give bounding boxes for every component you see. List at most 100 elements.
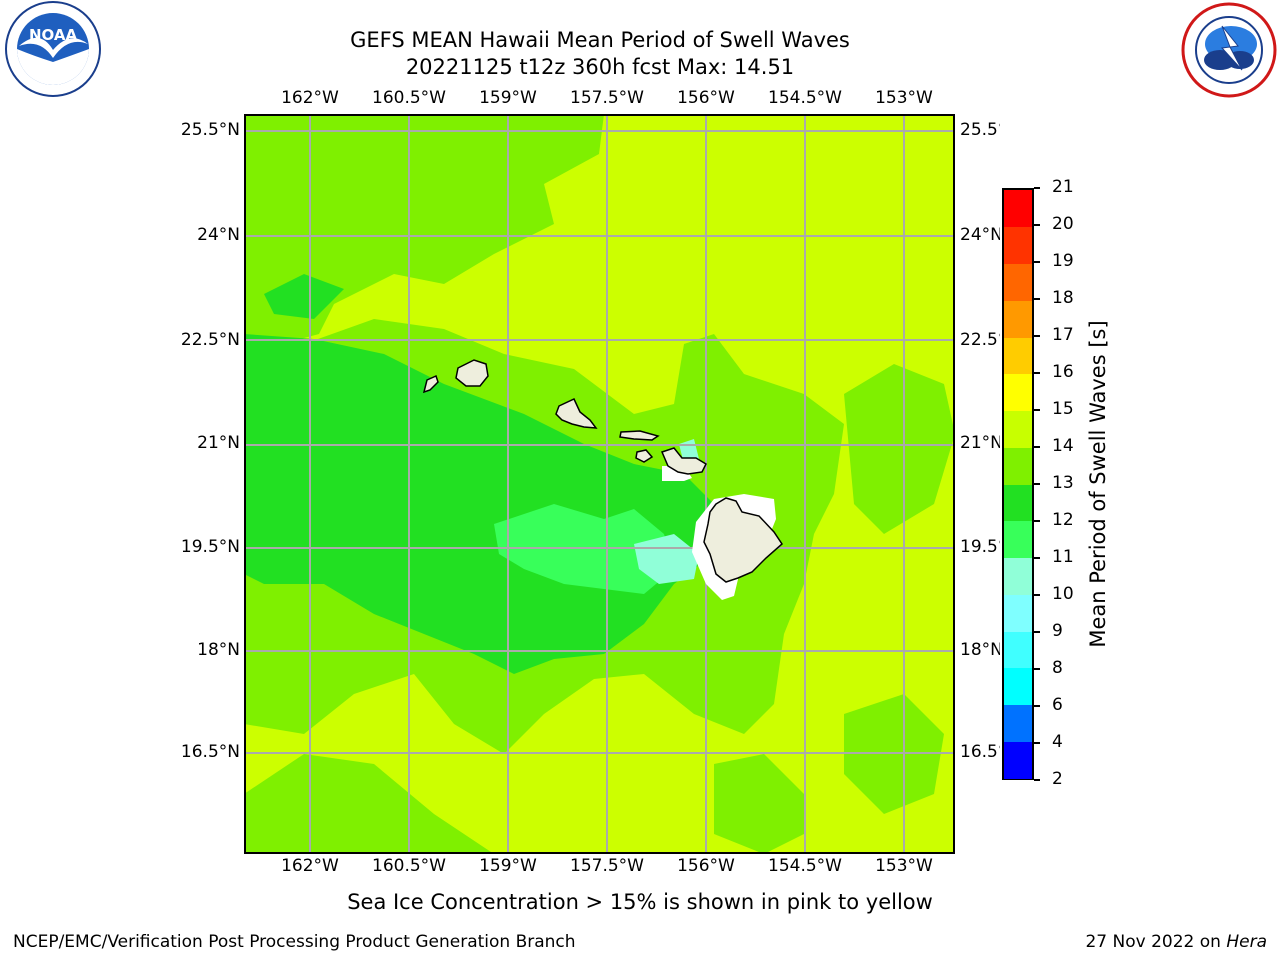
colorbar-tick-label: 19 [1052,251,1074,271]
colorbar-tick-label: 14 [1052,436,1074,456]
colorbar-bin [1004,300,1032,338]
colorbar-tick-mark [1034,594,1040,596]
lat-label-left: 25.5°N [180,120,240,140]
lon-label-top: 160.5°W [372,88,446,108]
colorbar-bin [1004,226,1032,264]
footer-date: 27 Nov 2022 on Hera [1085,932,1267,952]
colorbar-label-text: Mean Period of Swell Waves [s] [1086,320,1110,648]
chart-subtitle: 20221125 t12z 360h fcst Max: 14.51 [405,55,795,79]
lon-label-top: 156°W [677,88,735,108]
colorbar-mask [1000,110,1280,810]
colorbar-tick-mark [1034,446,1040,448]
colorbar-tick-label: 8 [1052,658,1063,678]
colorbar [1002,188,1034,780]
colorbar-tick-label: 10 [1052,584,1074,604]
swell-period-map [244,114,955,854]
colorbar-bin [1004,594,1032,632]
colorbar-tick-mark [1034,187,1040,189]
colorbar-bin [1004,667,1032,705]
colorbar-tick-mark [1034,483,1040,485]
colorbar-tick-label: 12 [1052,510,1074,530]
colorbar-bin [1004,190,1032,228]
colorbar-tick-mark [1034,372,1040,374]
lon-label-bottom: 162°W [281,856,339,876]
colorbar-tick-mark [1034,520,1040,522]
nws-logo [1178,0,1280,100]
colorbar-bin [1004,704,1032,742]
noaa-logo-text: NOAA [29,26,78,44]
island-oahu [555,398,598,429]
lat-label-left: 16.5°N [180,742,240,762]
colorbar-bin [1004,447,1032,485]
footer-host: Hera [1226,932,1267,952]
lon-label-top: 154.5°W [768,88,842,108]
lat-label-left: 22.5°N [180,330,240,350]
colorbar-tick-mark [1034,261,1040,263]
lon-label-bottom: 157.5°W [570,856,644,876]
lon-label-bottom: 160.5°W [372,856,446,876]
lat-label-left: 19.5°N [180,537,240,557]
colorbar-tick-label: 17 [1052,325,1074,345]
colorbar-tick-mark [1034,557,1040,559]
lat-label-left: 21°N [197,433,240,453]
sea-ice-note: Sea Ice Concentration > 15% is shown in … [347,890,933,914]
colorbar-tick-label: 15 [1052,399,1074,419]
island-molokai [619,430,660,441]
lon-label-top: 159°W [479,88,537,108]
colorbar-bin [1004,631,1032,669]
footer-branch: NCEP/EMC/Verification Post Processing Pr… [13,932,576,952]
colorbar-bin [1004,484,1032,522]
colorbar-bin [1004,263,1032,301]
colorbar-bin [1004,373,1032,411]
colorbar-tick-label: 13 [1052,473,1074,493]
colorbar-bin [1004,557,1032,595]
island-niihau [422,374,439,394]
lat-label-right: 24°N [960,225,1003,245]
colorbar-tick-mark [1034,668,1040,670]
lon-label-top: 157.5°W [570,88,644,108]
colorbar-tick-label: 21 [1052,177,1074,197]
colorbar-tick-mark [1034,224,1040,226]
lon-label-bottom: 159°W [479,856,537,876]
colorbar-tick-label: 4 [1052,732,1063,752]
colorbar-tick-mark [1034,409,1040,411]
noaa-logo: NOAA [0,0,104,104]
colorbar-tick-mark [1034,779,1040,781]
island-maui [660,447,707,475]
colorbar-bin [1004,741,1032,779]
lon-label-bottom: 154.5°W [768,856,842,876]
map-frame [244,114,955,854]
lat-label-right: 21°N [960,433,1003,453]
colorbar-bin [1004,520,1032,558]
colorbar-ticks: 2 4 6 8 9 10 11 12 13 14 15 16 17 18 19 20 21 [1034,177,1094,789]
lon-label-bottom: 156°W [677,856,735,876]
map-panel [244,114,955,854]
lat-label-right: 18°N [960,640,1003,660]
colorbar-bin [1004,410,1032,448]
colorbar-tick-label: 2 [1052,769,1063,789]
lat-label-left: 18°N [197,640,240,660]
lon-label-top: 153°W [875,88,933,108]
colorbar-bin [1004,337,1032,375]
colorbar-tick-mark [1034,631,1040,633]
colorbar-tick-mark [1034,335,1040,337]
graticule [244,114,955,854]
island-lanai [635,449,654,463]
colorbar-tick-label: 9 [1052,621,1063,641]
lon-label-bottom: 153°W [875,856,933,876]
lat-label-left: 24°N [197,225,240,245]
islands [422,359,783,583]
island-hawaii [703,497,783,583]
colorbar-tick-mark [1034,742,1040,744]
colorbar-tick-label: 18 [1052,288,1074,308]
lon-label-top: 162°W [281,88,339,108]
island-kauai [455,359,489,387]
colorbar-tick-mark [1034,298,1040,300]
colorbar-tick-mark [1034,705,1040,707]
footer-date-text: 27 Nov 2022 on [1085,932,1227,952]
colorbar-tick-label: 11 [1052,547,1074,567]
colorbar-tick-label: 16 [1052,362,1074,382]
chart-title: GEFS MEAN Hawaii Mean Period of Swell Wa… [350,28,850,52]
colorbar-tick-label: 20 [1052,214,1074,234]
colorbar-tick-label: 6 [1052,695,1063,715]
